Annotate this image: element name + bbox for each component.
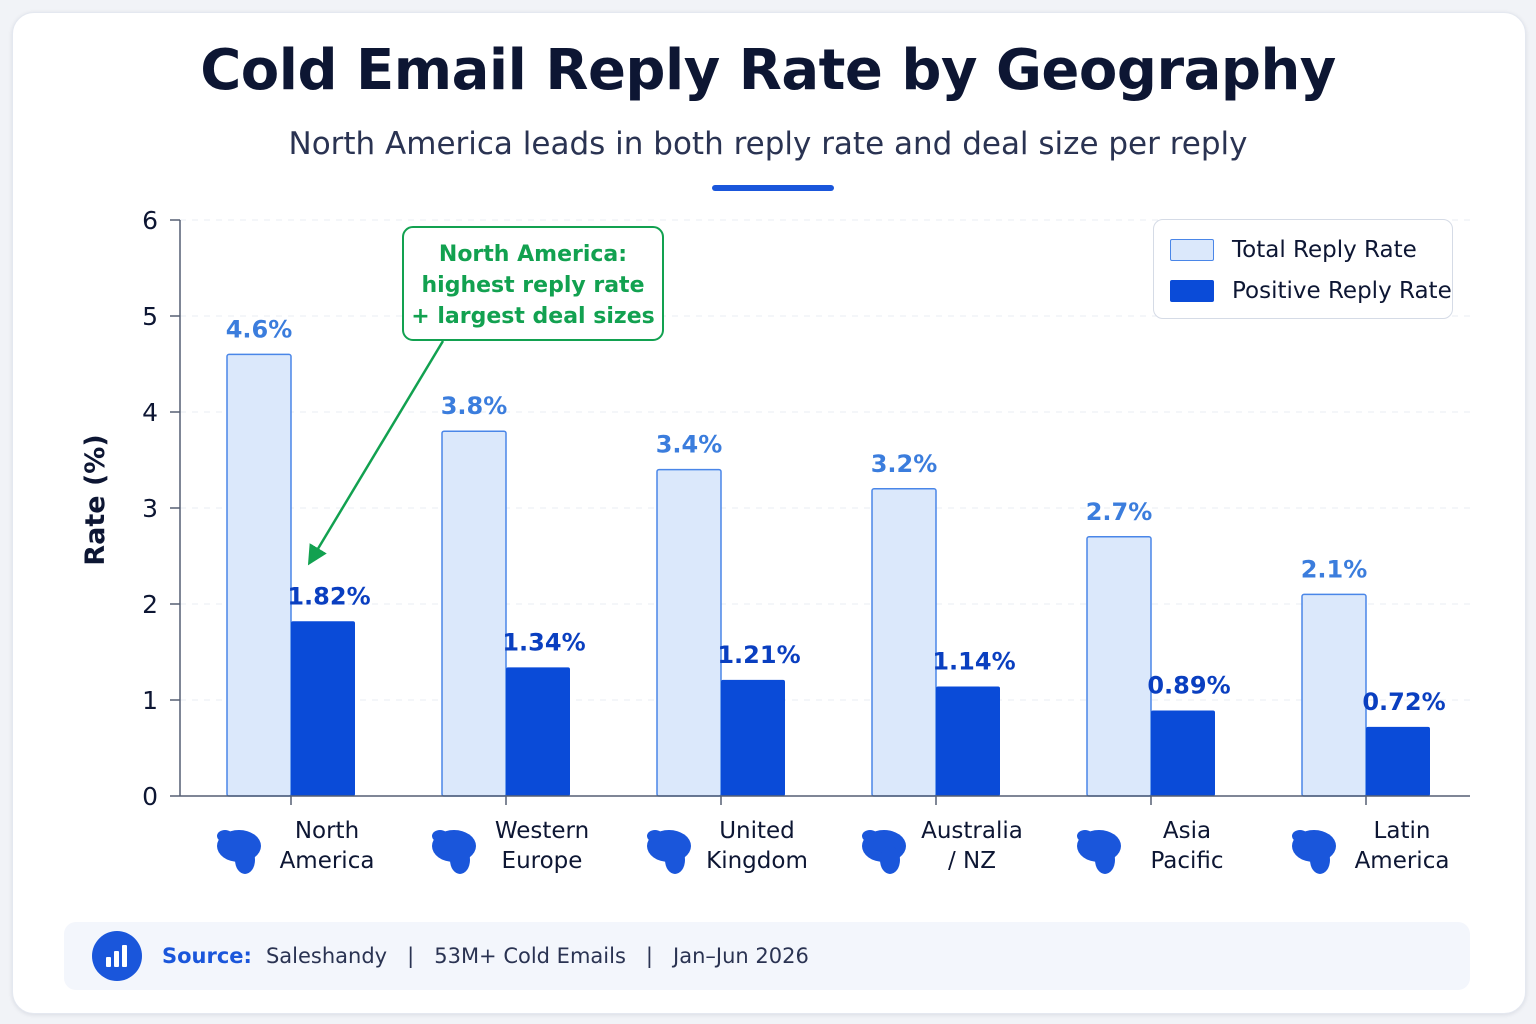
y-axis-label: Rate (%): [80, 434, 111, 565]
y-tick-label: 2: [142, 590, 158, 619]
annotation-text: North America:: [439, 242, 627, 267]
bar-total-reply-rate: [656, 468, 722, 797]
data-label-total: 2.1%: [1301, 555, 1368, 583]
category-label: Europe: [502, 848, 583, 874]
bar-positive-reply-rate: [506, 667, 570, 796]
north-america-map-icon: [217, 830, 261, 874]
y-tick-label: 1: [142, 686, 158, 715]
category-label: Western: [495, 818, 589, 844]
icon-shape: [1095, 846, 1115, 874]
icon-shape: [862, 830, 878, 842]
y-tick-label: 6: [142, 206, 158, 235]
bar-positive-reply-rate: [1151, 710, 1215, 796]
category-label: Pacific: [1150, 848, 1223, 874]
data-label-total: 3.8%: [441, 392, 508, 420]
europe-map-icon: [432, 830, 476, 874]
data-label-total: 3.2%: [871, 450, 938, 478]
data-label-total: 3.4%: [656, 431, 723, 459]
source-text: Saleshandy | 53M+ Cold Emails | Jan–Jun …: [265, 944, 809, 968]
bars: [226, 353, 1430, 797]
category-label: Latin: [1374, 818, 1431, 844]
category-label: America: [280, 848, 375, 874]
data-label-positive: 1.21%: [717, 641, 800, 669]
data-labels: 4.6% 1.82% 3.8% 1.34% 3.4% 1.21% 3.2% 1.14% 2.7%…: [226, 315, 1446, 715]
category-label: United: [719, 818, 795, 844]
icon-shape: [1310, 846, 1330, 874]
y-tick-label: 5: [142, 302, 158, 331]
source-bar: Source: Saleshandy | 53M+ Cold Emails | …: [64, 922, 1470, 990]
icon-shape: [665, 846, 685, 874]
y-tick-label: 4: [142, 398, 158, 427]
bar-positive-reply-rate: [721, 679, 785, 796]
annotation-text: highest reply rate: [422, 273, 645, 298]
data-label-positive: 0.72%: [1362, 688, 1445, 716]
icon-shape: [1077, 830, 1093, 842]
data-label-total: 2.7%: [1086, 498, 1153, 526]
chart-legend: Total Reply Rate Positive Reply Rate: [1153, 219, 1453, 319]
legend-item-positive: Positive Reply Rate: [1170, 278, 1452, 304]
chart-subtitle: North America leads in both reply rate a…: [288, 126, 1248, 162]
icon-shape: [880, 846, 900, 874]
chart-title: Cold Email Reply Rate by Geography: [200, 38, 1336, 103]
data-label-positive: 1.82%: [287, 582, 370, 610]
axes: 0 1 2 3 4 5 6: [142, 206, 1470, 811]
data-label-total: 4.6%: [226, 315, 293, 343]
legend-swatch-total: [1170, 239, 1214, 261]
asia-map-icon: [1077, 830, 1121, 874]
annotation-box: [402, 226, 664, 341]
legend-swatch-positive: [1170, 280, 1214, 302]
data-label-positive: 1.14%: [932, 648, 1015, 676]
uk-map-icon: [647, 830, 691, 874]
category-label: Kingdom: [706, 848, 808, 874]
icon-shape: [647, 830, 663, 842]
annotation: North America: highest reply rate + larges…: [307, 226, 664, 566]
bar-positive-reply-rate: [936, 686, 1000, 796]
data-label-positive: 0.89%: [1147, 672, 1230, 700]
data-label-positive: 1.34%: [502, 628, 585, 656]
icon-shape: [217, 830, 233, 842]
bar-total-reply-rate: [441, 430, 507, 797]
category-label: Australia: [921, 818, 1023, 844]
title-underline: [712, 185, 834, 191]
icon-shape: [235, 846, 255, 874]
bar-total-reply-rate: [226, 353, 292, 797]
bar-chart-icon: [92, 931, 142, 981]
annotation-text: + largest deal sizes: [411, 304, 654, 329]
annotation-arrow: [307, 340, 445, 566]
category-label: Asia: [1163, 818, 1211, 844]
legend-item-total: Total Reply Rate: [1170, 237, 1417, 263]
category-labels: North America Western Europe United Kingdom Au…: [217, 818, 1449, 874]
bar-total-reply-rate: [1301, 593, 1367, 797]
icon-shape: [432, 830, 448, 842]
bar-total-reply-rate: [1086, 536, 1152, 797]
legend-label-positive: Positive Reply Rate: [1232, 278, 1452, 304]
icon-shape: [1292, 830, 1308, 842]
category-label: North: [295, 818, 359, 844]
latin-america-map-icon: [1292, 830, 1336, 874]
bar-positive-reply-rate: [1366, 726, 1430, 796]
icon-shape: [450, 846, 470, 874]
source-label: Source:: [162, 944, 252, 968]
legend-label-total: Total Reply Rate: [1232, 237, 1417, 263]
y-tick-label: 0: [142, 782, 158, 811]
y-tick-label: 3: [142, 494, 158, 523]
category-label: / NZ: [948, 848, 996, 874]
bar-positive-reply-rate: [291, 621, 355, 796]
category-label: America: [1355, 848, 1450, 874]
australia-map-icon: [862, 830, 906, 874]
bar-total-reply-rate: [871, 488, 937, 797]
